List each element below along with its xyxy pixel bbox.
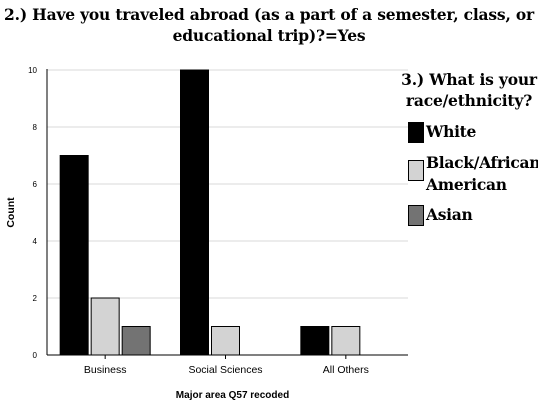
y-tick-label-0: 0 bbox=[33, 351, 38, 360]
bar-black-african-american-business bbox=[90, 297, 120, 356]
legend-label-black-african-american-line-1: Black/African bbox=[426, 153, 538, 172]
chart-title-line-1: 2.) Have you traveled abroad (as a part … bbox=[4, 5, 534, 24]
bar-asian-business bbox=[121, 326, 151, 356]
x-tick-label-all-others: All Others bbox=[323, 364, 369, 376]
x-tick-label-social-sciences: Social Sciences bbox=[188, 364, 262, 376]
y-axis-label: Count bbox=[5, 197, 17, 228]
y-tick-label-2: 2 bbox=[33, 294, 38, 303]
y-tick-label-6: 6 bbox=[33, 180, 38, 189]
bar-white-all-others bbox=[300, 326, 330, 356]
bar-black-african-american-social-sciences bbox=[211, 326, 240, 356]
legend-label-asian: Asian bbox=[426, 205, 473, 224]
x-tick-label-business: Business bbox=[84, 364, 127, 376]
bar-black-african-american-all-others bbox=[331, 326, 361, 356]
legend-swatch-white bbox=[408, 122, 424, 143]
chart-title-line-2: educational trip)?=Yes bbox=[172, 26, 366, 45]
x-axis-label: Major area Q57 recoded bbox=[176, 390, 289, 401]
legend-label-white: White bbox=[426, 122, 477, 141]
y-tick-label-8: 8 bbox=[33, 123, 38, 132]
legend-label-black-african-american-line-2: American bbox=[426, 175, 507, 194]
legend-swatch-black-african-american bbox=[408, 160, 424, 181]
bar-white-business bbox=[59, 155, 89, 356]
legend-title-line-2: race/ethnicity? bbox=[405, 91, 533, 110]
legend-swatch-asian bbox=[408, 205, 424, 226]
legend-title-line-1: 3.) What is your bbox=[401, 70, 537, 89]
bar-white-social-sciences bbox=[180, 69, 209, 356]
y-tick-label-10: 10 bbox=[28, 66, 37, 75]
y-tick-label-4: 4 bbox=[33, 237, 38, 246]
